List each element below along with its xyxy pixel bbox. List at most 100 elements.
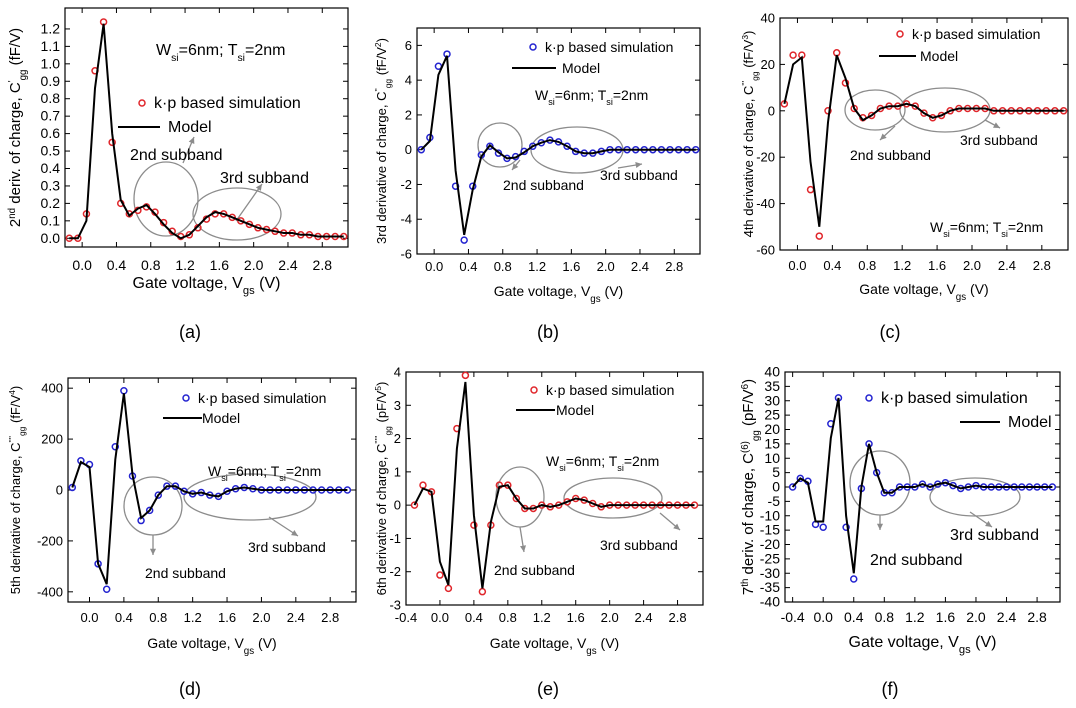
x-tick-label: 0.4 [107,257,127,273]
x-axis-label-main: Gate voltage, V [147,635,244,651]
y-tick-label: 25 [764,407,780,423]
simulation-point [842,523,850,531]
simulation-point [145,506,154,515]
condition-label-part: si [617,463,624,473]
y-tick-label: 0.4 [41,160,61,176]
simulation-point [850,575,858,583]
y-tick-label: -400 [37,584,63,599]
x-tick-label: 0.0 [425,259,443,274]
legend-marker [896,30,904,38]
x-tick-label: 0.4 [115,610,133,625]
simulation-point [520,147,528,156]
condition-label-part: =6nm; T [950,219,1002,235]
x-tick-label: 0.4 [459,259,477,274]
x-tick-label: 1.6 [562,259,580,274]
y-tick-label: 0 [772,479,780,495]
x-tick-label: 0.4 [844,609,864,625]
condition-label-part: =6nm; T [555,87,607,103]
condition-label-part: =2nm [245,42,285,59]
simulation-point [410,501,419,509]
panel-label: (c) [880,322,901,342]
y-tick-label: 0.1 [41,212,61,228]
y-tick-label: 5 [772,464,780,480]
y-tick-label: 40 [764,364,780,380]
y-tick-label: -40 [760,594,780,610]
legend-model-label: Model [168,119,212,136]
legend-model-label: Model [562,60,600,76]
y-axis-label-part: 5th derivative of charge, C [8,442,23,594]
condition-label-part: W [208,463,222,479]
x-tick-label: 2.0 [963,258,981,273]
y-axis-label-part: deriv. of charge, C [740,453,757,579]
x-axis-label: Gate voltage, Vgs (V) [133,275,281,297]
y-tick-label: 40 [761,11,775,26]
simulation-point [228,213,236,222]
simulation-point [417,145,426,154]
y-tick-label: 1 [394,464,401,479]
subband-ellipse [477,122,523,168]
y-axis-label-part: ) [8,386,23,390]
arrow-head [880,133,887,140]
x-tick-label: 1.2 [175,257,195,273]
x-tick-label: 0.0 [72,257,92,273]
subband-annotation: 3rd subband [600,167,678,183]
x-axis-label-unit: (V) [971,634,997,651]
y-axis-label: 4th derivative of charge, C'''gg (fF/V3) [740,31,760,238]
condition-label-part: si [943,229,950,239]
x-axis-label-unit: (V) [254,635,277,651]
y-axis-label-part: (pF/V [374,390,389,426]
arrow-head [255,184,262,191]
condition-label-part: si [1001,229,1008,239]
x-tick-label: 2.4 [635,610,653,625]
x-axis-label-main: Gate voltage, V [494,283,591,299]
condition-label: Wsi=6nm; Tsi=2nm [535,87,648,107]
x-axis-label: Gate voltage, Vgs (V) [859,281,988,303]
subband-ellipse [495,466,545,528]
subband-annotation: 2nd subband [130,147,223,164]
annotation-arrow [235,183,263,222]
x-axis-label-sub: gs [244,646,254,657]
subband-annotation: 3rd subband [950,527,1039,544]
panel-label: (a) [179,322,201,342]
condition-label-part: W [930,219,944,235]
chart-panel-f: -0.4 0.0 0.4 0.8 1.2 1.6 2.0 2.4 2.8 -40-35-30-25… [740,364,1061,699]
legend-marker [865,394,873,402]
x-tick-label: -0.4 [781,609,805,625]
y-tick-label: 0.5 [41,143,61,159]
y-tick-label: -10 [760,507,780,523]
x-tick-label: 2.0 [244,257,264,273]
panel-label: (b) [537,322,559,342]
plot-frame [405,371,704,606]
y-axis-label: 2nd deriv. of charge, C'gg (fF/V) [7,28,29,227]
x-tick-label: 0.4 [465,610,483,625]
y-axis-label-part: 3rd derivative of charge, C [374,91,389,243]
y-axis-label-part: 6th derivative of charge, C [374,444,389,596]
y-axis-label-part: ) [741,31,756,35]
simulation-point [185,231,194,239]
x-tick-label: 0.0 [788,258,806,273]
y-axis-label-part: 6 [740,384,751,389]
condition-label-part: =2nm [613,87,648,103]
chart-panel-a: 0.0 0.4 0.8 1.2 1.6 2.0 2.4 2.80.00.10.20.30.40… [7,7,349,342]
condition-label-part: W [546,453,560,469]
arrow-head [985,520,992,527]
arrow-head [149,548,157,555]
y-axis-label-part: ) [374,382,389,386]
condition-label-part: si [606,97,613,107]
model-line [791,397,1053,574]
y-axis-label-part: 7 [740,587,757,595]
arrow-head [993,122,1000,128]
legend-simulation-label: k·p based simulation [912,26,1040,42]
x-tick-label: 2.4 [997,609,1017,625]
simulation-point [111,442,120,451]
y-tick-label: -25 [760,550,780,566]
simulation-point [563,498,571,506]
y-axis-label: 5th derivative of charge, C''''gg (fF/V4… [7,386,27,594]
x-axis-label: Gate voltage, Vgs (V) [490,635,619,657]
x-tick-label: 0.8 [149,610,167,625]
x-axis-label-sub: gs [586,646,596,657]
y-axis-label-part: 4th derivative of charge, C [741,86,756,238]
x-axis-label-sub: gs [959,644,971,656]
y-axis-label-part: gg [751,430,762,441]
